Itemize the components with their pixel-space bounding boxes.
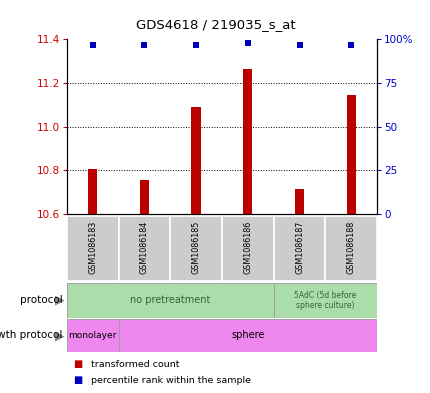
Text: transformed count: transformed count xyxy=(90,360,178,369)
Text: GSM1086186: GSM1086186 xyxy=(243,220,252,274)
Point xyxy=(244,40,251,46)
Text: GDS4618 / 219035_s_at: GDS4618 / 219035_s_at xyxy=(135,18,295,31)
Text: sphere: sphere xyxy=(230,331,264,340)
Bar xyxy=(294,189,304,214)
Point xyxy=(295,41,302,48)
Bar xyxy=(118,319,376,352)
Text: ■: ■ xyxy=(73,360,82,369)
Bar xyxy=(221,216,273,281)
Point xyxy=(347,41,354,48)
Text: ▶: ▶ xyxy=(55,329,64,342)
Bar xyxy=(325,216,376,281)
Text: no pretreatment: no pretreatment xyxy=(130,295,210,305)
Text: GSM1086183: GSM1086183 xyxy=(88,220,97,274)
Point xyxy=(141,41,147,48)
Text: protocol: protocol xyxy=(20,295,62,305)
Text: GSM1086185: GSM1086185 xyxy=(191,220,200,274)
Bar xyxy=(191,107,200,214)
Text: 5AdC (5d before
sphere culture): 5AdC (5d before sphere culture) xyxy=(294,290,356,310)
Text: ▶: ▶ xyxy=(55,294,64,307)
Point xyxy=(89,41,96,48)
Text: GSM1086187: GSM1086187 xyxy=(295,220,303,274)
Bar xyxy=(243,69,252,214)
Text: GSM1086184: GSM1086184 xyxy=(140,220,148,274)
Text: ■: ■ xyxy=(73,375,82,385)
Point xyxy=(192,41,199,48)
Bar xyxy=(273,283,376,318)
Text: GSM1086188: GSM1086188 xyxy=(346,220,355,274)
Text: monolayer: monolayer xyxy=(68,331,117,340)
Bar xyxy=(273,216,325,281)
Bar xyxy=(170,216,221,281)
Bar xyxy=(67,216,118,281)
Bar xyxy=(67,319,118,352)
Bar xyxy=(67,283,273,318)
Text: growth protocol: growth protocol xyxy=(0,331,62,340)
Bar xyxy=(139,180,149,214)
Bar xyxy=(88,169,97,214)
Bar xyxy=(118,216,170,281)
Text: percentile rank within the sample: percentile rank within the sample xyxy=(90,376,250,385)
Bar xyxy=(346,95,355,214)
